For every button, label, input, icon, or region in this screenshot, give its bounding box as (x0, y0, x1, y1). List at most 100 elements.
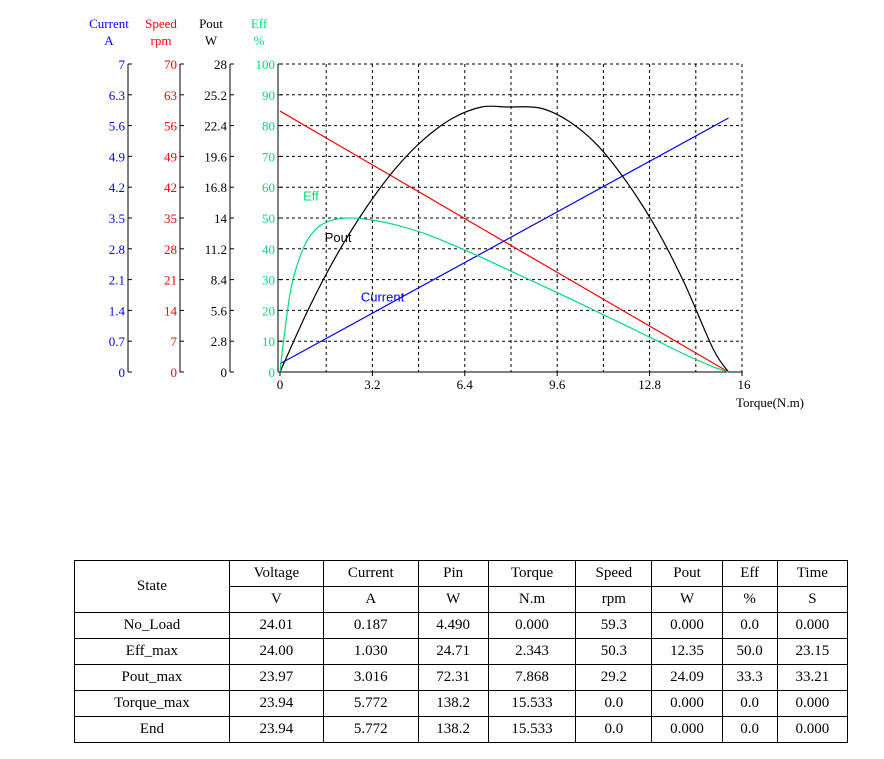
header-current: Current (322, 560, 419, 587)
table-cell: Torque_max (74, 690, 230, 717)
y-tick-label: 80 (262, 119, 275, 134)
y-tick-label: 7 (119, 57, 126, 72)
y-tick-label: 50 (262, 211, 275, 226)
table-cell: 12.35 (651, 638, 723, 665)
y-tick-label: 0 (221, 365, 228, 380)
table-cell: Pout_max (74, 664, 230, 691)
series-line-eff (279, 217, 729, 373)
table-cell: 4.490 (417, 612, 489, 639)
table-cell: 0.000 (776, 690, 849, 717)
y-tick-label: 8.4 (211, 273, 228, 288)
y-tick-label: 28 (214, 57, 227, 72)
table-unit-row: V A W N.m rpm W % S (75, 586, 849, 613)
unit-voltage: V (228, 586, 324, 613)
y-axis-unit-eff: % (254, 33, 265, 48)
table-cell: 23.94 (228, 690, 324, 717)
y-tick-label: 40 (262, 242, 275, 257)
unit-pin: W (417, 586, 489, 613)
series-annotation-eff: Eff (303, 188, 319, 203)
table-row: Eff_max 24.00 1.030 24.71 2.343 50.3 12.… (74, 638, 849, 665)
y-tick-label: 3.5 (109, 211, 125, 226)
series-annotation-pout: Pout (325, 230, 352, 245)
series-line-pout (279, 105, 730, 373)
y-tick-label: 2.8 (211, 334, 227, 349)
x-tick-label: 0 (277, 377, 284, 392)
y-tick-label: 14 (164, 303, 178, 318)
table-cell: 0.000 (487, 612, 577, 639)
unit-current: A (322, 586, 419, 613)
unit-eff: % (721, 586, 778, 613)
y-tick-label: 21 (164, 273, 177, 288)
x-axis-title: Torque(N.m) (736, 395, 804, 410)
y-tick-label: 4.9 (109, 149, 125, 164)
x-tick-label: 16 (738, 377, 752, 392)
table-cell: 0.000 (776, 612, 849, 639)
table-cell: 59.3 (575, 612, 653, 639)
unit-speed: rpm (575, 586, 653, 613)
y-axis-unit-pout: W (205, 33, 218, 48)
x-tick-label: 9.6 (549, 377, 566, 392)
y-tick-label: 11.2 (205, 242, 227, 257)
table-row: Torque_max 23.94 5.772 138.2 15.533 0.0 … (74, 690, 849, 717)
table-cell: 24.01 (228, 612, 324, 639)
y-tick-label: 56 (164, 119, 178, 134)
table-cell: 2.343 (487, 638, 577, 665)
table-cell: 33.3 (721, 664, 778, 691)
y-tick-label: 100 (256, 57, 276, 72)
unit-time: S (776, 586, 849, 613)
table-cell: 138.2 (417, 690, 489, 717)
table-cell: 0.000 (776, 716, 849, 743)
header-eff: Eff (721, 560, 778, 587)
y-axis-title-pout: Pout (199, 16, 223, 31)
y-tick-label: 19.6 (204, 149, 227, 164)
y-tick-label: 60 (262, 180, 275, 195)
header-time: Time (776, 560, 849, 587)
y-axis-title-current: Current (89, 16, 129, 31)
unit-torque: N.m (487, 586, 577, 613)
y-axis-unit-current: A (104, 33, 114, 48)
table-cell: 5.772 (322, 716, 419, 743)
table-header-row: State Voltage Current Pin Torque Speed P… (74, 560, 849, 613)
results-table: State Voltage Current Pin Torque Speed P… (74, 560, 849, 743)
y-tick-label: 5.6 (109, 119, 126, 134)
y-tick-label: 35 (164, 211, 177, 226)
motor-performance-chart: 0 0.7 1.4 2.1 2.8 3.5 4.2 4.9 5.6 6.3 7 Current A 0 7 1… (89, 16, 804, 410)
y-tick-label: 22.4 (204, 119, 227, 134)
table-cell: 1.030 (322, 638, 419, 665)
y-tick-label: 0 (119, 365, 126, 380)
series-line-current (279, 117, 729, 365)
x-tick-label: 3.2 (364, 377, 380, 392)
y-tick-label: 20 (262, 303, 275, 318)
y-tick-label: 2.8 (109, 242, 125, 257)
y-tick-label: 25.2 (204, 88, 227, 103)
x-tick-label: 6.4 (457, 377, 474, 392)
y-tick-label: 5.6 (211, 303, 228, 318)
unit-pout: W (651, 586, 723, 613)
y-tick-label: 0 (269, 365, 276, 380)
table-cell: 72.31 (417, 664, 489, 691)
header-pout: Pout (651, 560, 723, 587)
y-tick-label: 63 (164, 88, 177, 103)
table-row: End 23.94 5.772 138.2 15.533 0.0 0.000 0… (74, 716, 849, 743)
table-cell: 0.187 (322, 612, 419, 639)
y-tick-label: 1.4 (109, 303, 126, 318)
header-voltage: Voltage (228, 560, 324, 587)
table-cell: 15.533 (487, 716, 577, 743)
header-speed: Speed (575, 560, 653, 587)
y-tick-label: 16.8 (204, 180, 227, 195)
table-cell: 3.016 (322, 664, 419, 691)
y-tick-label: 90 (262, 88, 275, 103)
table-cell: 0.0 (721, 690, 778, 717)
y-tick-label: 28 (164, 242, 177, 257)
table-cell: 23.97 (228, 664, 324, 691)
table-cell: Eff_max (74, 638, 230, 665)
header-torque: Torque (487, 560, 577, 587)
table-cell: 0.000 (651, 690, 723, 717)
y-tick-label: 14 (214, 211, 228, 226)
table-cell: 0.000 (651, 612, 723, 639)
y-tick-label: 49 (164, 149, 177, 164)
table-cell: 24.00 (228, 638, 324, 665)
y-axis-title-eff: Eff (251, 16, 268, 31)
table-cell: 0.0 (721, 716, 778, 743)
series-annotation-current: Current (361, 290, 405, 305)
